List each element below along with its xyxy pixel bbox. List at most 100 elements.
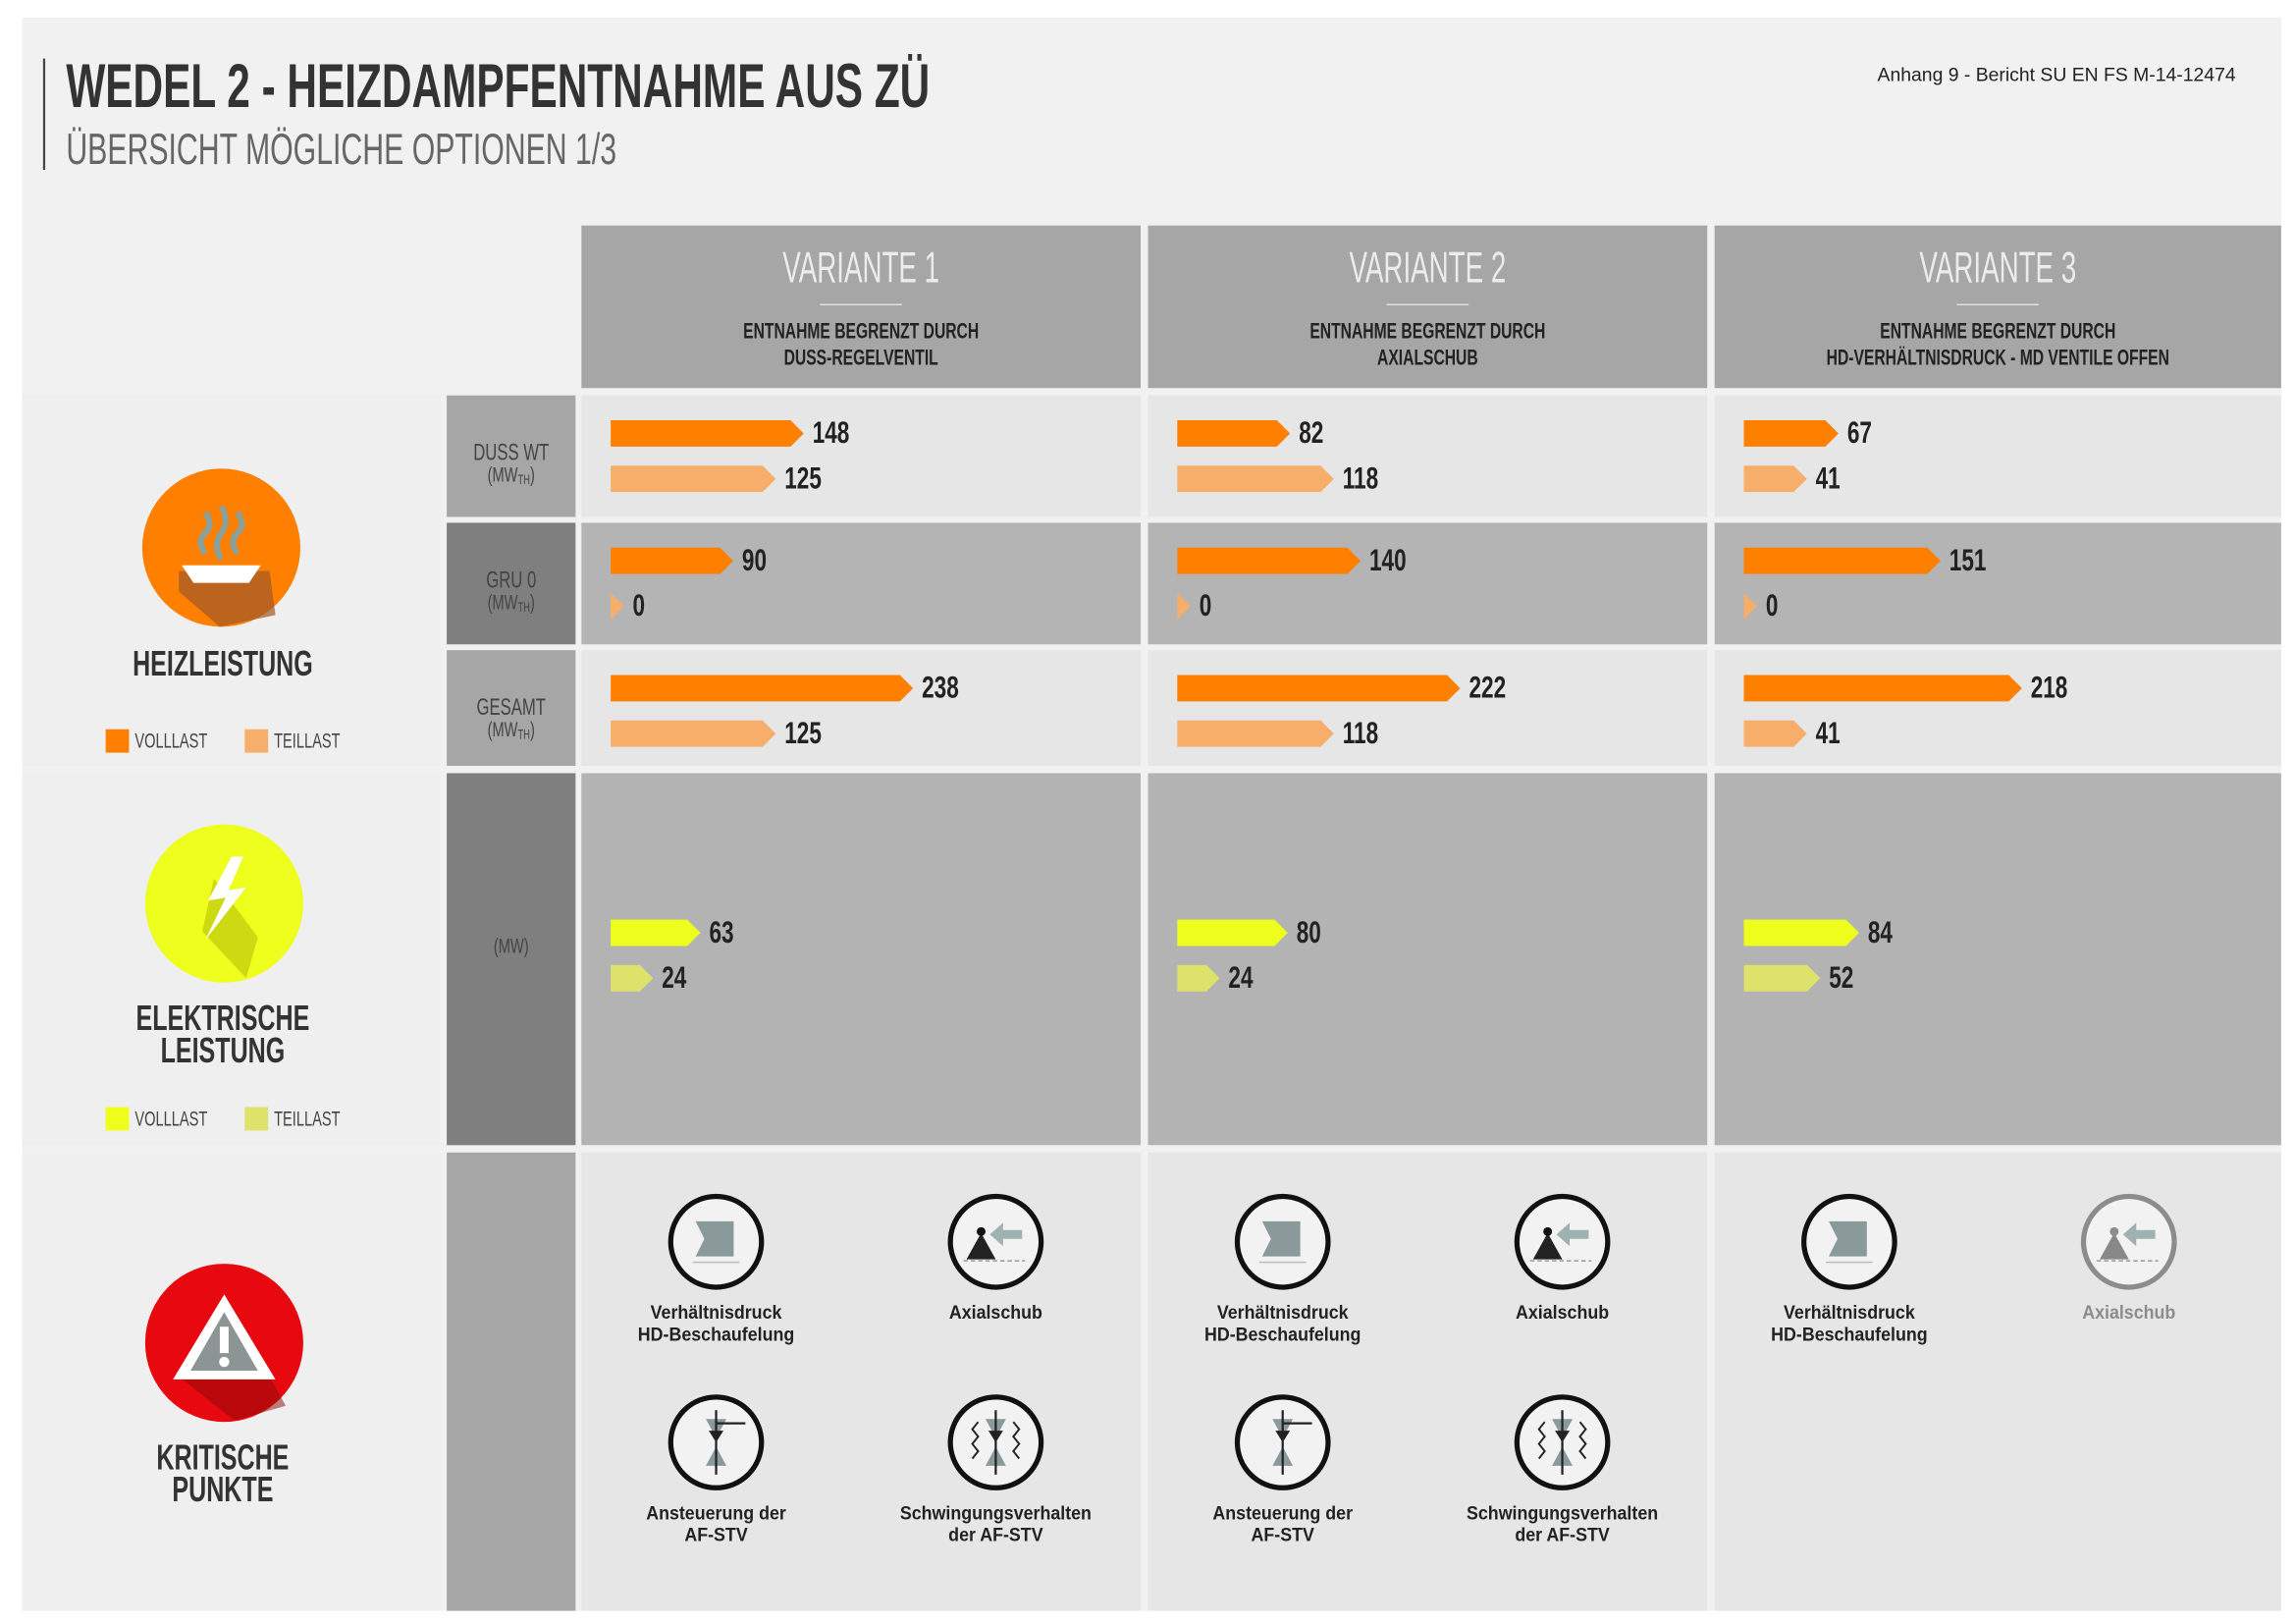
data-cell — [1714, 1152, 2281, 1611]
icon-glyph — [989, 1222, 1023, 1247]
bar — [1743, 675, 2022, 702]
data-cell — [1714, 395, 2281, 517]
icon-glyph — [966, 1232, 996, 1260]
critical-label: HD-Beschaufelung — [1204, 1324, 1361, 1345]
legend-label: VOLLLAST — [134, 731, 207, 753]
section-label: KRITISCHE — [156, 1437, 289, 1477]
bar-value: 140 — [1369, 543, 1407, 577]
legend-swatch — [244, 729, 269, 753]
critical-label: Schwingungsverhalten — [1467, 1502, 1658, 1524]
bar-value: 125 — [784, 460, 822, 495]
bar — [611, 465, 776, 493]
critical-label: HD-Beschaufelung — [1771, 1324, 1927, 1345]
unit-part: TH — [517, 599, 530, 614]
section-label: ELEKTRISCHE — [136, 999, 310, 1038]
bar — [1177, 720, 1334, 747]
bar-value: 125 — [784, 716, 822, 750]
bar — [1177, 964, 1220, 992]
bar-value: 0 — [1200, 588, 1212, 623]
data-cell — [1148, 1152, 1708, 1611]
critical-icon — [1514, 1193, 1611, 1290]
bar — [1743, 720, 1807, 747]
variant-subtitle: ENTNAHME BEGRENZT DURCH — [1880, 318, 2115, 343]
bar-value: 238 — [922, 671, 959, 705]
bar-value: 218 — [2031, 671, 2068, 705]
data-cell — [581, 395, 1142, 517]
critical-label: der AF-STV — [948, 1525, 1042, 1546]
reference: Anhang 9 - Bericht SU EN FS M-14-12474 — [1878, 65, 2236, 86]
section-label: PUNKTE — [172, 1470, 273, 1509]
critical-icon — [667, 1193, 765, 1290]
bar — [1743, 465, 1807, 493]
bar-value: 24 — [662, 960, 686, 995]
row-label-cell — [447, 1152, 576, 1611]
critical-icon — [1234, 1193, 1331, 1290]
bar — [611, 964, 654, 992]
legend-swatch — [105, 729, 130, 753]
data-cell — [1714, 650, 2281, 767]
data-cell — [1714, 522, 2281, 645]
critical-label: Axialschub — [2082, 1302, 2175, 1324]
critical-label: Verhältnisdruck — [1784, 1302, 1915, 1324]
row-name: GESAMT — [476, 694, 546, 721]
critical-label: Ansteuerung der — [1212, 1502, 1353, 1524]
critical-icon — [2080, 1193, 2177, 1290]
bar-value: 67 — [1847, 415, 1872, 450]
icon-glyph — [1261, 1220, 1301, 1257]
variant-title: VARIANTE 1 — [782, 244, 939, 293]
critical-label: Axialschub — [949, 1302, 1042, 1324]
icon-glyph — [2109, 1226, 2119, 1236]
bar-value: 148 — [813, 415, 850, 450]
unit-part: ) — [530, 591, 535, 614]
unit-part: (MW — [488, 719, 518, 741]
row-label-cell — [447, 522, 576, 645]
legend-swatch — [105, 1107, 130, 1131]
critical-label: der AF-STV — [1515, 1525, 1609, 1546]
critical-icon — [1801, 1193, 1897, 1290]
bar — [1177, 465, 1334, 493]
unit-part: ) — [530, 719, 535, 741]
row-unit: (MWTH) — [488, 591, 535, 615]
data-cell — [1714, 773, 2281, 1146]
bar — [1177, 675, 1461, 702]
bar-value: 118 — [1343, 460, 1378, 495]
bar — [611, 720, 776, 747]
bar-value: 90 — [742, 543, 767, 577]
bar-value: 41 — [1816, 460, 1841, 495]
bar — [611, 675, 914, 702]
data-cell — [581, 650, 1142, 767]
data-cell — [581, 773, 1142, 1146]
critical-label: HD-Beschaufelung — [638, 1324, 794, 1345]
bar-value: 63 — [710, 915, 734, 949]
icon-glyph — [2099, 1232, 2129, 1260]
bar-value: 118 — [1343, 716, 1378, 750]
unit-part: TH — [517, 472, 530, 487]
variant-header — [1714, 225, 2281, 389]
bar-value: 24 — [1228, 960, 1253, 995]
bar — [1743, 420, 1839, 447]
critical-label: Verhältnisdruck — [1217, 1302, 1349, 1324]
unit-part: ) — [530, 463, 535, 486]
data-cell — [1148, 395, 1708, 517]
bar-value: 151 — [1949, 543, 1987, 577]
bar — [1743, 593, 1757, 620]
bar-value: 82 — [1299, 415, 1323, 450]
row-name: DUSS WT — [473, 440, 549, 466]
bar — [611, 547, 733, 574]
variant-subtitle: ENTNAHME BEGRENZT DURCH — [1309, 318, 1545, 343]
row-label-cell — [447, 395, 576, 517]
icon-glyph — [2122, 1222, 2156, 1247]
icon-glyph — [1829, 1220, 1867, 1257]
row-unit: (MWTH) — [488, 719, 535, 742]
icon-glyph — [695, 1220, 734, 1257]
icon-glyph — [1537, 1421, 1546, 1460]
icon-ring — [947, 1193, 1044, 1290]
title: WEDEL 2 - HEIZDAMPFENTNAHME AUS ZÜ — [66, 52, 930, 121]
bar — [611, 919, 701, 947]
bar-value: 41 — [1816, 716, 1841, 750]
variant-header — [1148, 225, 1708, 389]
heat-icon — [141, 468, 300, 627]
